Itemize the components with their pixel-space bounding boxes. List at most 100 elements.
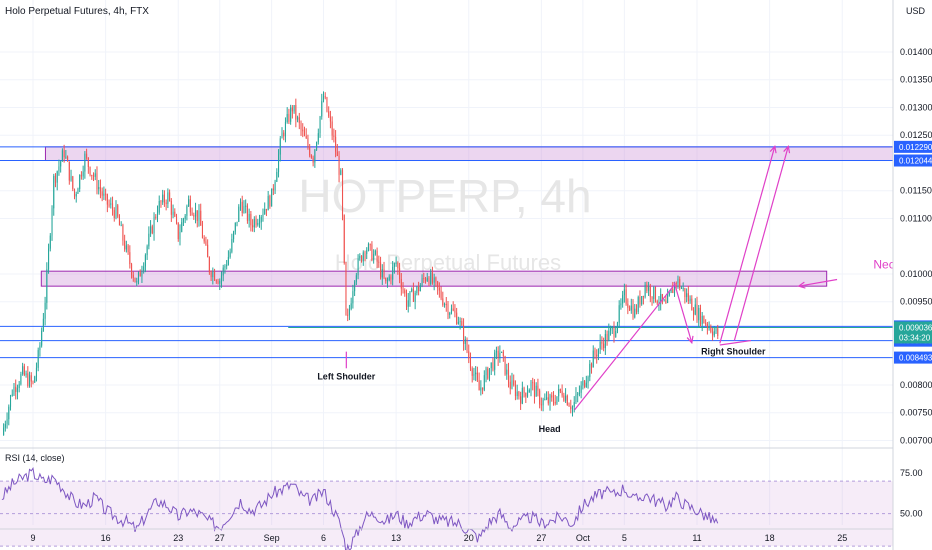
candle-body xyxy=(565,395,567,401)
price-tag-4: 0.008493 xyxy=(899,354,932,363)
arrow-down-head xyxy=(686,335,694,345)
candle-body xyxy=(634,308,636,318)
candle-body xyxy=(345,262,347,315)
candle-body xyxy=(319,116,321,134)
candle-body xyxy=(405,293,408,307)
candle-body xyxy=(302,129,304,132)
candle-body xyxy=(117,205,119,217)
candle-body xyxy=(357,258,359,276)
candle-body xyxy=(108,204,110,206)
candle-body xyxy=(295,105,297,120)
candle-body xyxy=(511,380,513,389)
candle-body xyxy=(544,399,546,401)
candle-body xyxy=(383,269,385,278)
candle-body xyxy=(278,154,280,173)
price-tag-bg-1 xyxy=(894,154,932,167)
candle-body xyxy=(670,289,672,293)
candle-body xyxy=(262,214,264,217)
candle-body xyxy=(680,288,682,290)
candle-body xyxy=(644,284,646,297)
candle-body xyxy=(44,302,46,319)
candle-body xyxy=(101,191,103,196)
candle-body xyxy=(656,301,658,304)
price-axis-bg xyxy=(893,0,932,550)
candle-body xyxy=(67,156,69,162)
candle-body xyxy=(212,271,214,278)
candle-body xyxy=(627,303,629,308)
candle-body xyxy=(539,390,541,405)
candle-body xyxy=(222,267,224,276)
arrow-neckline-head xyxy=(797,281,806,289)
candle-body xyxy=(258,222,261,224)
candle-body xyxy=(691,298,693,311)
candle-body xyxy=(303,131,306,136)
candle-body xyxy=(158,200,160,213)
candle-body xyxy=(450,308,452,313)
time-axis[interactable]: 9 16 23 27 Sep 6 13 20 27 Oct 5 11 18 25 xyxy=(0,528,893,543)
candle-body xyxy=(433,277,435,283)
x-tick-label: Oct xyxy=(576,533,591,543)
chart-title: Holo Perpetual Futures, 4h, FTX xyxy=(5,6,149,17)
candle-body xyxy=(535,385,537,397)
candle-body xyxy=(578,392,580,394)
last-price-tag-bg xyxy=(894,321,932,344)
candle-body xyxy=(457,322,459,324)
candle-body xyxy=(506,369,508,375)
candle-body xyxy=(92,175,95,177)
arrow-target-1 xyxy=(719,146,776,344)
candle-body xyxy=(552,397,555,402)
candle-body xyxy=(606,334,608,341)
candle-body xyxy=(15,386,17,392)
candle-body xyxy=(445,304,447,306)
candle-body xyxy=(188,199,190,207)
candle-body xyxy=(630,305,632,311)
candle-body xyxy=(61,150,63,162)
candle-body xyxy=(582,380,584,386)
candle-body xyxy=(314,149,316,163)
candle-body xyxy=(257,222,259,225)
candle-body xyxy=(30,375,32,382)
price-tag-bg-4 xyxy=(894,351,932,364)
candle-body xyxy=(25,373,27,375)
candle-body xyxy=(23,366,25,375)
candle-body xyxy=(274,181,276,191)
candle-body xyxy=(65,156,67,158)
rsi-indicator-label[interactable]: RSI (14, close) xyxy=(5,453,65,463)
candle-body xyxy=(60,161,62,167)
candle-body xyxy=(220,275,223,281)
candle-body xyxy=(459,321,461,323)
candle-body xyxy=(706,324,708,328)
candle-body xyxy=(169,192,171,202)
x-tick-label: 13 xyxy=(391,533,401,543)
candle-body xyxy=(615,331,617,337)
candle-body xyxy=(328,111,330,117)
candle-body xyxy=(639,297,641,305)
candle-body xyxy=(70,176,72,181)
candle-body xyxy=(563,395,565,401)
rsi-tick-label: 50.00 xyxy=(900,509,923,519)
candle-body xyxy=(51,208,53,236)
candle-body xyxy=(170,201,172,215)
candle-body xyxy=(641,296,643,305)
candle-body xyxy=(184,215,186,220)
candle-body xyxy=(137,272,140,282)
candle-body xyxy=(667,295,669,304)
currency-label[interactable]: USD xyxy=(906,6,926,16)
horizontal-price-levels[interactable] xyxy=(0,146,893,359)
candle-body xyxy=(507,369,510,382)
candle-body xyxy=(435,277,437,282)
candle-body xyxy=(648,286,650,291)
candle-body xyxy=(265,208,267,211)
candle-body xyxy=(444,304,446,306)
candle-body xyxy=(84,153,86,172)
candle-body xyxy=(236,221,238,223)
x-tick-label: 23 xyxy=(173,533,183,543)
candle-body xyxy=(397,262,399,269)
candle-body xyxy=(63,150,65,158)
candle-body xyxy=(29,375,31,386)
candle-body xyxy=(416,286,418,293)
